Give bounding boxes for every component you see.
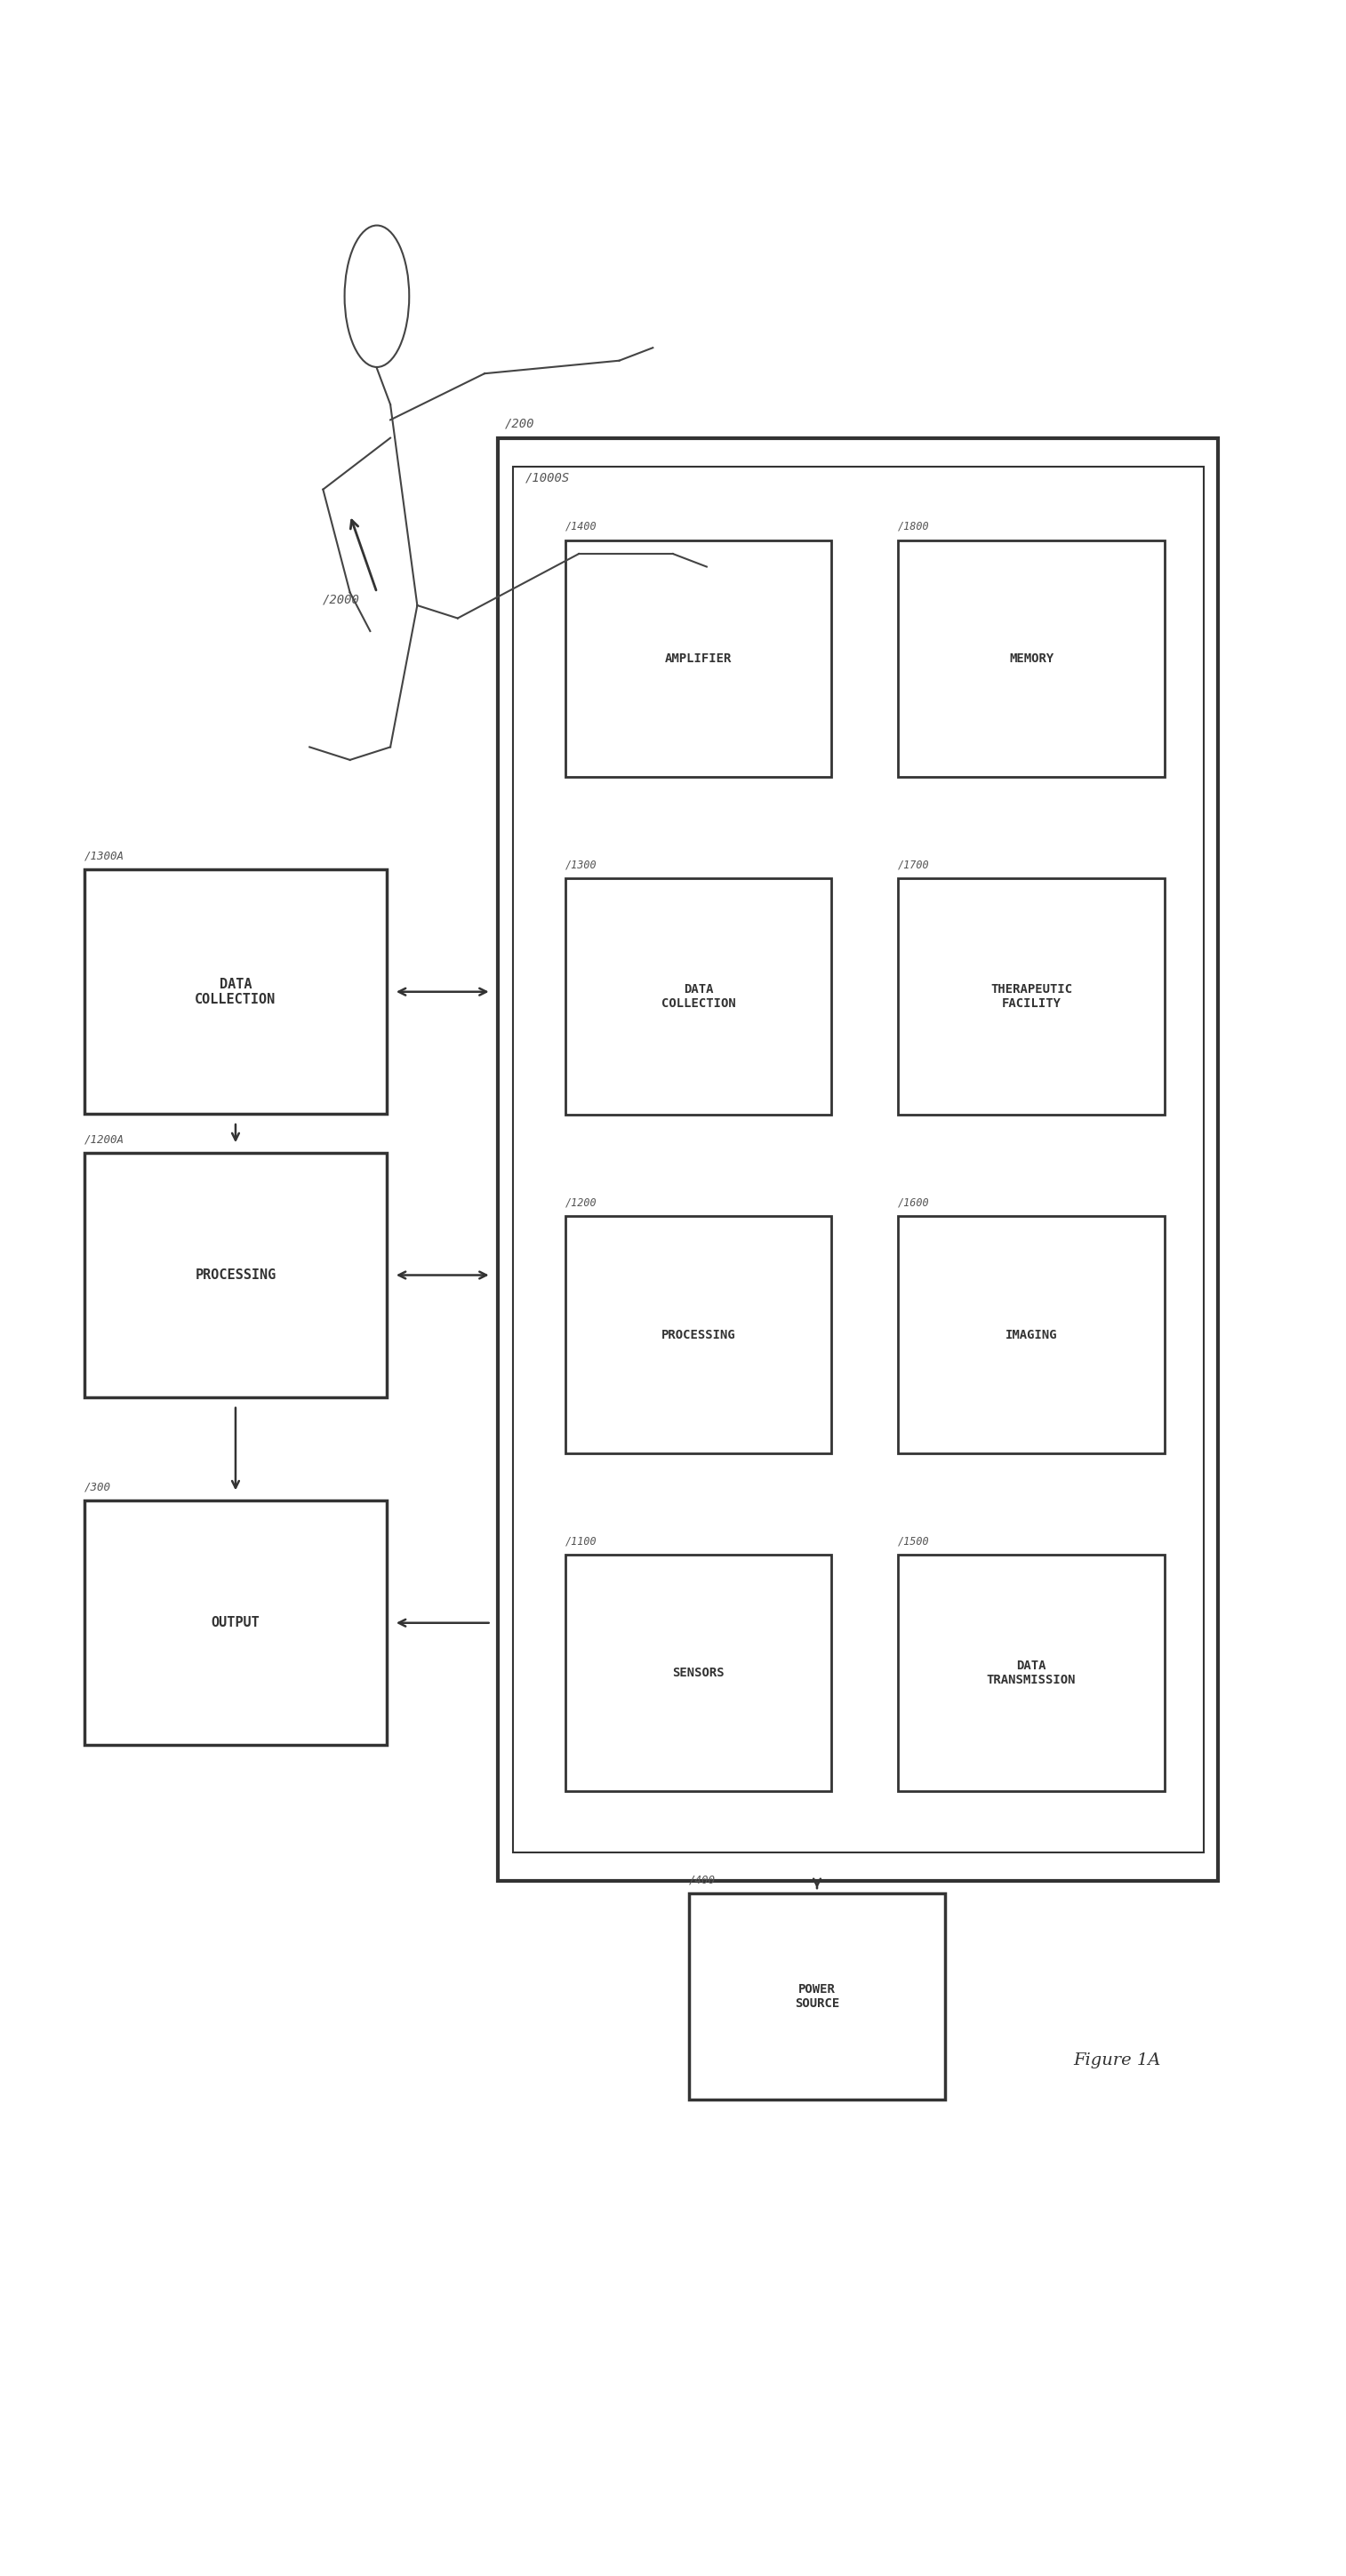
- Text: /1500: /1500: [898, 1535, 930, 1546]
- FancyBboxPatch shape: [83, 1499, 386, 1747]
- Text: OUTPUT: OUTPUT: [211, 1615, 260, 1631]
- FancyBboxPatch shape: [83, 871, 386, 1115]
- Text: /1700: /1700: [898, 858, 930, 871]
- Text: /1100: /1100: [565, 1535, 596, 1546]
- Text: /1600: /1600: [898, 1198, 930, 1208]
- FancyBboxPatch shape: [689, 1893, 945, 2099]
- Text: /1000S: /1000S: [525, 471, 569, 484]
- FancyBboxPatch shape: [898, 1216, 1164, 1453]
- FancyBboxPatch shape: [83, 1154, 386, 1396]
- Text: /1400: /1400: [565, 520, 596, 533]
- Text: THERAPEUTIC
FACILITY: THERAPEUTIC FACILITY: [991, 984, 1073, 1010]
- FancyBboxPatch shape: [898, 1553, 1164, 1790]
- FancyBboxPatch shape: [498, 438, 1218, 1880]
- Text: DATA
TRANSMISSION: DATA TRANSMISSION: [987, 1659, 1075, 1687]
- Text: SENSORS: SENSORS: [672, 1667, 724, 1680]
- Text: IMAGING: IMAGING: [1005, 1329, 1058, 1342]
- Text: /200: /200: [505, 417, 534, 430]
- Text: DATA
COLLECTION: DATA COLLECTION: [195, 976, 276, 1007]
- Text: DATA
COLLECTION: DATA COLLECTION: [661, 984, 735, 1010]
- FancyBboxPatch shape: [565, 541, 832, 778]
- Text: MEMORY: MEMORY: [1010, 652, 1054, 665]
- Text: Figure 1A: Figure 1A: [1074, 2053, 1160, 2069]
- FancyBboxPatch shape: [898, 878, 1164, 1115]
- Text: /400: /400: [689, 1875, 716, 1886]
- Text: /1300: /1300: [565, 858, 596, 871]
- FancyBboxPatch shape: [565, 1553, 832, 1790]
- FancyBboxPatch shape: [565, 878, 832, 1115]
- Text: POWER
SOURCE: POWER SOURCE: [794, 1984, 840, 2009]
- Text: /1200: /1200: [565, 1198, 596, 1208]
- Text: /1300A: /1300A: [83, 850, 124, 863]
- Text: /2000: /2000: [323, 592, 361, 605]
- FancyBboxPatch shape: [898, 541, 1164, 778]
- FancyBboxPatch shape: [565, 1216, 832, 1453]
- Ellipse shape: [345, 227, 409, 368]
- Text: /1800: /1800: [898, 520, 930, 533]
- Text: /300: /300: [83, 1481, 110, 1494]
- Text: /1200A: /1200A: [83, 1133, 124, 1146]
- Text: PROCESSING: PROCESSING: [195, 1267, 276, 1283]
- Text: PROCESSING: PROCESSING: [661, 1329, 735, 1342]
- Text: AMPLIFIER: AMPLIFIER: [665, 652, 732, 665]
